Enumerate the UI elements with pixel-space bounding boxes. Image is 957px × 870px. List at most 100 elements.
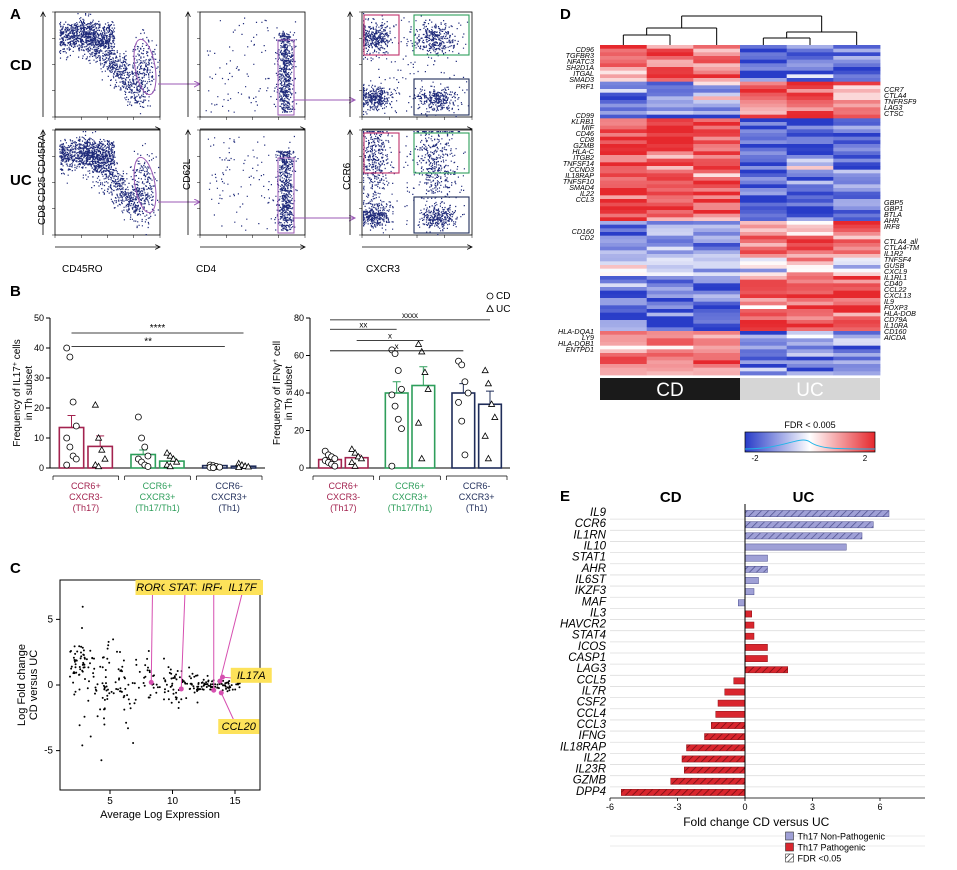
heatmap-cell — [693, 85, 741, 90]
flow-plot-2 — [350, 12, 472, 129]
group-label-ccr6: CCR6- — [463, 481, 491, 491]
heatmap-cell — [693, 96, 741, 101]
gene-label-left: MIF — [582, 123, 595, 132]
gene-label-right: CCR7 — [884, 85, 905, 94]
legend-title: FDR < 0.005 — [784, 420, 835, 430]
heatmap-cell — [786, 338, 834, 343]
heatmap-cell — [646, 213, 694, 218]
bar-lag3 — [744, 666, 788, 674]
point-uc — [351, 448, 359, 456]
heatmap-cell — [833, 272, 881, 277]
heatmap-cell — [740, 151, 788, 156]
sig-label: xx — [359, 320, 367, 329]
group-label-ccr6: CCR6- — [215, 481, 243, 491]
heatmap-cell — [740, 272, 788, 277]
legend-density-curve — [744, 439, 876, 450]
heatmap-cell — [646, 129, 694, 134]
heatmap-cell — [786, 320, 834, 325]
legend-swatch — [785, 853, 794, 863]
heatmap-cell — [646, 202, 694, 207]
group-label-ccr6: CCR6+ — [328, 481, 358, 491]
heatmap-cell — [786, 107, 834, 112]
heatmap-cell — [600, 81, 648, 86]
heatmap-cell — [833, 56, 881, 61]
heatmap-cell — [786, 213, 834, 218]
heatmap-cell — [646, 334, 694, 339]
x-axis-label: Average Log Expression — [100, 809, 220, 821]
bar-ifng — [704, 733, 746, 741]
heatmap-cell — [693, 210, 741, 215]
heatmap-cell — [786, 151, 834, 156]
group-label-cxcr3: CXCR3+ — [392, 492, 428, 502]
heatmap-cell — [740, 353, 788, 358]
heatmap-cell — [740, 305, 788, 310]
heatmap-cell — [646, 316, 694, 321]
heatmap-cell — [600, 316, 648, 321]
point-cd — [63, 461, 71, 469]
heatmap-cell — [833, 294, 881, 299]
point-uc — [481, 366, 489, 374]
heatmap-cell — [646, 89, 694, 94]
point-uc — [348, 445, 356, 452]
heatmap-cell — [786, 144, 834, 149]
heatmap-cell — [740, 199, 788, 204]
heatmap-cell — [600, 309, 648, 314]
heatmap-cell — [833, 342, 881, 347]
heatmap-cell — [833, 338, 881, 343]
heatmap-cell — [786, 367, 834, 372]
group-label-ccr6: CCR6+ — [71, 481, 101, 491]
heatmap-cell — [833, 129, 881, 134]
heatmap-cell — [786, 147, 834, 152]
legend-label: Th17 Non-Pathogenic — [798, 832, 886, 842]
heatmap-cell — [693, 213, 741, 218]
heatmap-cell — [693, 316, 741, 321]
heatmap-cell — [833, 279, 881, 284]
heatmap-cell — [646, 250, 694, 255]
heatmap-cell — [740, 78, 788, 83]
heatmap-cell — [833, 217, 881, 222]
heatmap-cell — [740, 338, 788, 343]
point-uc — [94, 462, 103, 470]
heatmap-cell — [600, 213, 648, 218]
point-cd — [464, 389, 472, 397]
heatmap-cell — [740, 122, 788, 127]
category-label: IL22 — [584, 752, 607, 764]
heatmap-cell — [786, 349, 834, 354]
heatmap-cell — [740, 301, 788, 306]
heatmap-cell — [693, 144, 741, 149]
heatmap-cell — [833, 213, 881, 218]
gene-label-right: CTLA4-TM — [884, 243, 919, 252]
th17-th1-gate — [413, 14, 470, 56]
heatmap-cell — [600, 320, 648, 325]
category-label: IL18RAP — [560, 741, 606, 753]
highlight-point — [217, 678, 223, 684]
bar-il18rap — [686, 744, 746, 752]
heatmap-cell — [600, 191, 648, 196]
point-uc — [354, 452, 362, 460]
heatmap-cell — [786, 235, 834, 240]
legend-circle-icon — [486, 292, 494, 300]
heatmap-cell — [600, 217, 648, 222]
gene-label-left: CD160 — [572, 227, 594, 236]
highlight-il17a: IL17A — [220, 667, 272, 683]
category-label: CCR6 — [575, 518, 607, 530]
heatmap-cell — [693, 239, 741, 244]
heatmap-cell — [600, 331, 648, 336]
heatmap-cell — [600, 257, 648, 262]
heatmap-cell — [740, 114, 788, 119]
x-tick-label: -6 — [606, 802, 614, 812]
bar-ccl5 — [733, 677, 746, 685]
heatmap-cell — [786, 206, 834, 211]
heatmap-cell — [693, 118, 741, 123]
heatmap-cell — [693, 257, 741, 262]
y-tick-label: 40 — [34, 343, 44, 353]
point-uc — [166, 462, 174, 470]
highlight-label-bg — [218, 719, 260, 734]
y-tick-label: 40 — [294, 388, 304, 398]
heatmap-cell — [693, 235, 741, 240]
heatmap-cell — [646, 147, 694, 152]
heatmap-cell — [600, 162, 648, 167]
heatmap-cell — [786, 74, 834, 79]
gene-points — [69, 605, 241, 762]
heatmap-cell — [693, 147, 741, 152]
